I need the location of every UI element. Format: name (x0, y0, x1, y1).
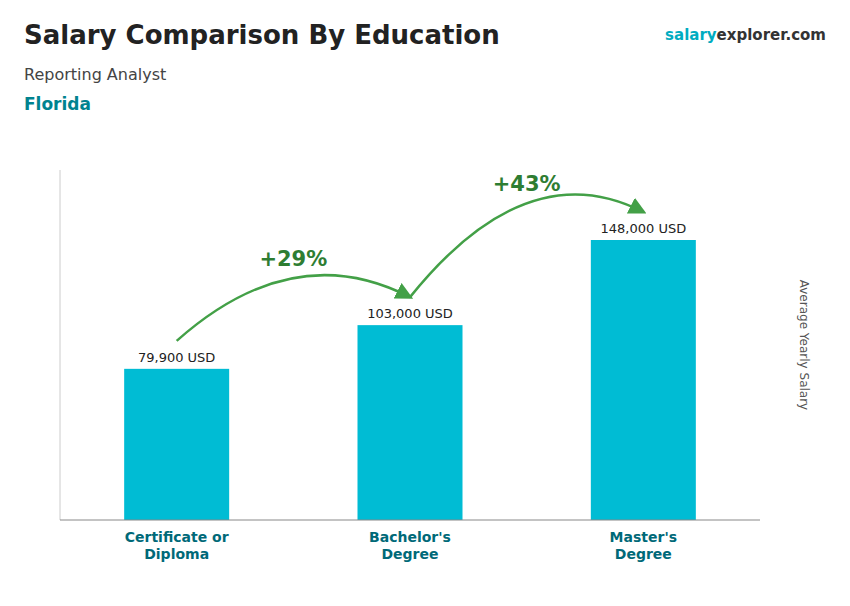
data-label: 148,000 USD (600, 221, 686, 236)
x-tick-label: Bachelor'sDegree (369, 529, 451, 562)
bar (358, 325, 463, 520)
y-axis-line (60, 170, 61, 520)
subtitle: Reporting Analyst (24, 65, 166, 84)
annotation: +29% (259, 247, 327, 271)
data-label: 103,000 USD (367, 306, 453, 321)
bar (591, 240, 696, 520)
chart-container: Salary Comparison By Education Reporting … (0, 0, 850, 606)
growth-arrow (410, 194, 643, 297)
data-label: 79,900 USD (138, 350, 215, 365)
y-axis-label: Average Yearly Salary (797, 280, 811, 410)
growth-arrow (177, 275, 410, 341)
location: Florida (24, 94, 91, 114)
website-part: explorer.com (717, 26, 826, 44)
chart: Salary Comparison By Education Reporting … (0, 0, 850, 606)
annotation: +43% (493, 172, 561, 196)
website-part: salary (665, 26, 717, 44)
bar (124, 369, 229, 520)
x-tick-label: Certificate orDiploma (125, 529, 229, 562)
title: Salary Comparison By Education (24, 20, 500, 50)
bars (124, 240, 696, 520)
x-axis-line (60, 520, 760, 521)
website: salaryexplorer.com (665, 26, 826, 44)
x-tick-label: Master'sDegree (610, 529, 677, 562)
